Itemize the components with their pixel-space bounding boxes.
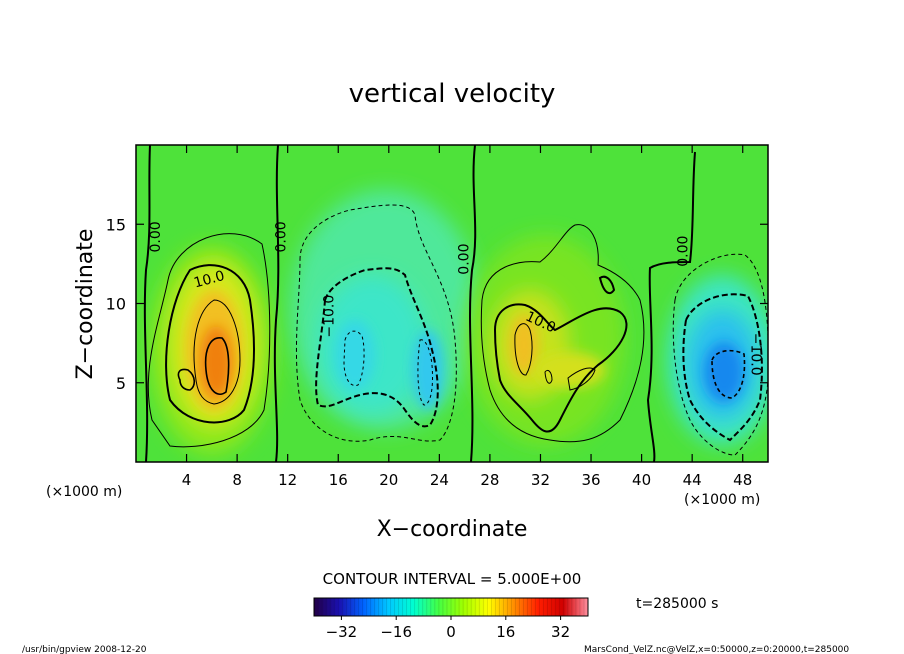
x-tick-label: 44 <box>683 471 702 489</box>
colorbar-ticks: −32 −16 0 16 32 <box>326 616 570 641</box>
plot-field <box>136 145 768 462</box>
colorbar-stripes <box>317 598 585 616</box>
colorbar-tick-label: 16 <box>496 623 515 641</box>
colorbar-tick-label: 32 <box>551 623 570 641</box>
x-unit-label-left: (×1000 m) <box>46 484 122 500</box>
zero-contours <box>143 145 696 462</box>
downdraft-center-shading <box>290 190 480 430</box>
footer-left: /usr/bin/gpview 2008-12-20 <box>22 645 147 654</box>
contour-label: −10.0 <box>747 333 763 376</box>
x-tick-label: 4 <box>182 471 192 489</box>
x-axis-ticks: 4 8 12 16 20 24 28 32 36 40 44 48 <box>182 145 752 489</box>
contour-label: 0.00 <box>148 221 164 252</box>
downdraft-center-contours <box>295 204 457 442</box>
x-tick-label: 48 <box>733 471 752 489</box>
x-tick-label: 40 <box>632 471 651 489</box>
x-axis-title: X−coordinate <box>377 517 528 542</box>
colorbar-tick-label: 0 <box>446 623 456 641</box>
x-tick-label: 32 <box>531 471 550 489</box>
contour-label: 0.00 <box>457 244 473 275</box>
contour-label: 0.00 <box>273 221 289 252</box>
colorbar-tick-label: −16 <box>380 623 412 641</box>
x-unit-label-right: (×1000 m) <box>684 492 760 508</box>
updraft-east-shading <box>465 235 625 445</box>
y-tick-label: 10 <box>106 295 126 314</box>
x-tick-label: 28 <box>480 471 499 489</box>
y-axis-title: Z−coordinate <box>73 229 98 380</box>
x-tick-label: 20 <box>379 471 398 489</box>
x-tick-label: 16 <box>329 471 348 489</box>
colorbar-tick-label: −32 <box>326 623 358 641</box>
y-tick-label: 15 <box>106 215 126 234</box>
x-tick-label: 36 <box>581 471 600 489</box>
contour-label: 0.00 <box>675 236 691 267</box>
x-tick-label: 8 <box>232 471 242 489</box>
y-axis-ticks: 5 10 15 <box>106 215 768 393</box>
chart-title: vertical velocity <box>349 79 556 109</box>
x-tick-label: 12 <box>278 471 297 489</box>
footer-right: MarsCond_VelZ.nc@VelZ,x=0:50000,z=0:2000… <box>584 645 849 654</box>
time-label: t=285000 s <box>636 596 718 612</box>
contour-label: 10.0 <box>192 268 226 292</box>
contour-label: −10.0 <box>321 295 337 338</box>
updraft-east-contours <box>480 224 645 443</box>
updraft-west-shading <box>150 245 274 455</box>
x-tick-label: 24 <box>430 471 449 489</box>
updraft-west-contours <box>147 233 271 448</box>
y-tick-label: 5 <box>116 374 126 393</box>
contour-interval-label: CONTOUR INTERVAL = 5.000E+00 <box>323 570 582 588</box>
downdraft-east-contours <box>672 253 768 456</box>
